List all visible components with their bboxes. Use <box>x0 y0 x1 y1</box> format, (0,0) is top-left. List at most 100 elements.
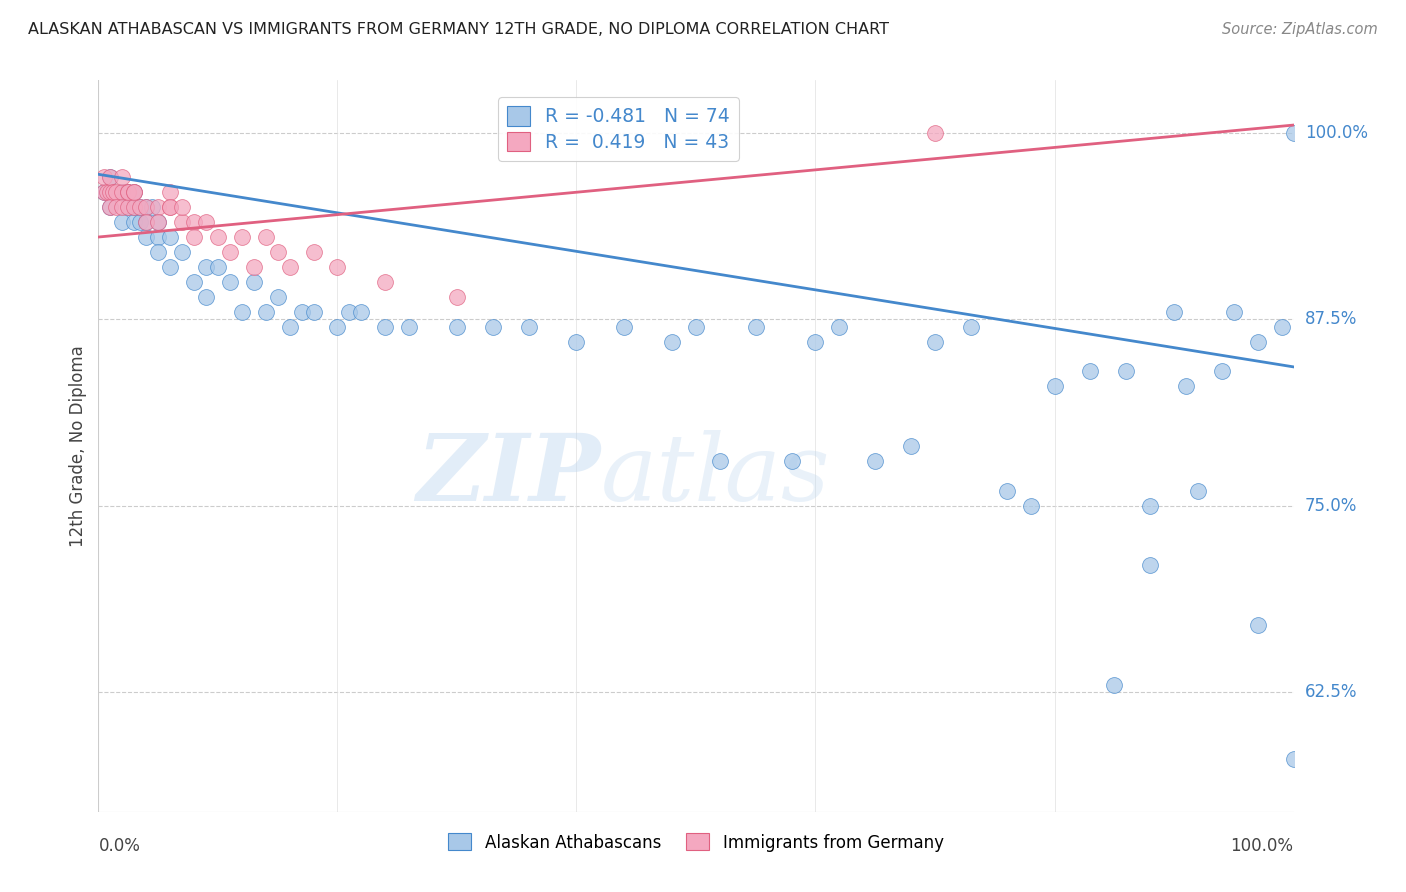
Point <box>117 186 139 200</box>
Point <box>350 304 373 318</box>
Point <box>863 454 886 468</box>
Text: 100.0%: 100.0% <box>1305 123 1368 142</box>
Point <box>159 260 181 274</box>
Point <box>172 200 194 214</box>
Legend: Alaskan Athabascans, Immigrants from Germany: Alaskan Athabascans, Immigrants from Ger… <box>441 827 950 858</box>
Point <box>278 319 301 334</box>
Point <box>1282 126 1305 140</box>
Text: atlas: atlas <box>600 430 830 520</box>
Point <box>111 170 134 185</box>
Point <box>124 215 146 229</box>
Point <box>135 215 157 229</box>
Point <box>254 304 277 318</box>
Point <box>194 215 217 229</box>
Point <box>135 200 157 214</box>
Point <box>159 186 181 200</box>
Point <box>207 230 229 244</box>
Point <box>93 186 115 200</box>
Point <box>148 230 170 244</box>
Point <box>745 319 768 334</box>
Point <box>124 200 146 214</box>
Point <box>517 319 540 334</box>
Point <box>565 334 588 349</box>
Point <box>1175 379 1198 393</box>
Point <box>135 200 157 214</box>
Point <box>117 200 139 214</box>
Point <box>207 260 229 274</box>
Point <box>148 200 170 214</box>
Point <box>828 319 851 334</box>
Point <box>172 244 194 259</box>
Point <box>1222 304 1246 318</box>
Point <box>685 319 707 334</box>
Point <box>129 215 152 229</box>
Text: 100.0%: 100.0% <box>1230 837 1294 855</box>
Point <box>129 200 152 214</box>
Point <box>995 483 1018 498</box>
Point <box>183 275 205 289</box>
Point <box>159 200 181 214</box>
Text: 0.0%: 0.0% <box>98 837 141 855</box>
Point <box>1211 364 1233 378</box>
Point <box>243 275 266 289</box>
Point <box>172 215 194 229</box>
Y-axis label: 12th Grade, No Diploma: 12th Grade, No Diploma <box>69 345 87 547</box>
Point <box>111 186 134 200</box>
Point <box>374 319 396 334</box>
Point <box>1246 618 1268 632</box>
Point <box>661 334 683 349</box>
Point <box>1139 558 1161 573</box>
Point <box>709 454 731 468</box>
Point <box>446 290 468 304</box>
Point <box>111 215 134 229</box>
Point <box>326 260 349 274</box>
Point <box>183 215 205 229</box>
Point <box>194 290 217 304</box>
Text: 75.0%: 75.0% <box>1305 497 1357 515</box>
Point <box>124 200 146 214</box>
Point <box>1139 499 1161 513</box>
Point <box>148 215 170 229</box>
Point <box>98 200 122 214</box>
Point <box>98 170 122 185</box>
Point <box>124 186 146 200</box>
Point <box>290 304 312 318</box>
Point <box>148 215 170 229</box>
Point <box>243 260 266 274</box>
Text: ALASKAN ATHABASCAN VS IMMIGRANTS FROM GERMANY 12TH GRADE, NO DIPLOMA CORRELATION: ALASKAN ATHABASCAN VS IMMIGRANTS FROM GE… <box>28 22 889 37</box>
Point <box>117 186 139 200</box>
Point <box>231 304 253 318</box>
Point <box>1187 483 1209 498</box>
Point <box>148 244 170 259</box>
Point <box>1102 678 1125 692</box>
Point <box>98 170 122 185</box>
Point <box>1080 364 1102 378</box>
Point <box>194 260 217 274</box>
Point <box>254 230 277 244</box>
Point <box>93 186 115 200</box>
Text: 87.5%: 87.5% <box>1305 310 1357 328</box>
Point <box>1282 752 1305 766</box>
Text: Source: ZipAtlas.com: Source: ZipAtlas.com <box>1222 22 1378 37</box>
Point <box>105 186 128 200</box>
Point <box>183 230 205 244</box>
Point <box>302 244 325 259</box>
Point <box>267 244 290 259</box>
Point <box>135 215 157 229</box>
Point <box>111 186 134 200</box>
Point <box>1271 319 1294 334</box>
Point <box>374 275 396 289</box>
Point <box>267 290 290 304</box>
Point <box>105 200 128 214</box>
Point <box>481 319 505 334</box>
Point <box>1163 304 1185 318</box>
Point <box>124 186 146 200</box>
Point <box>101 186 124 200</box>
Point <box>98 186 122 200</box>
Point <box>337 304 360 318</box>
Point <box>141 200 163 214</box>
Point <box>959 319 981 334</box>
Point <box>804 334 827 349</box>
Point <box>219 244 242 259</box>
Point <box>96 186 118 200</box>
